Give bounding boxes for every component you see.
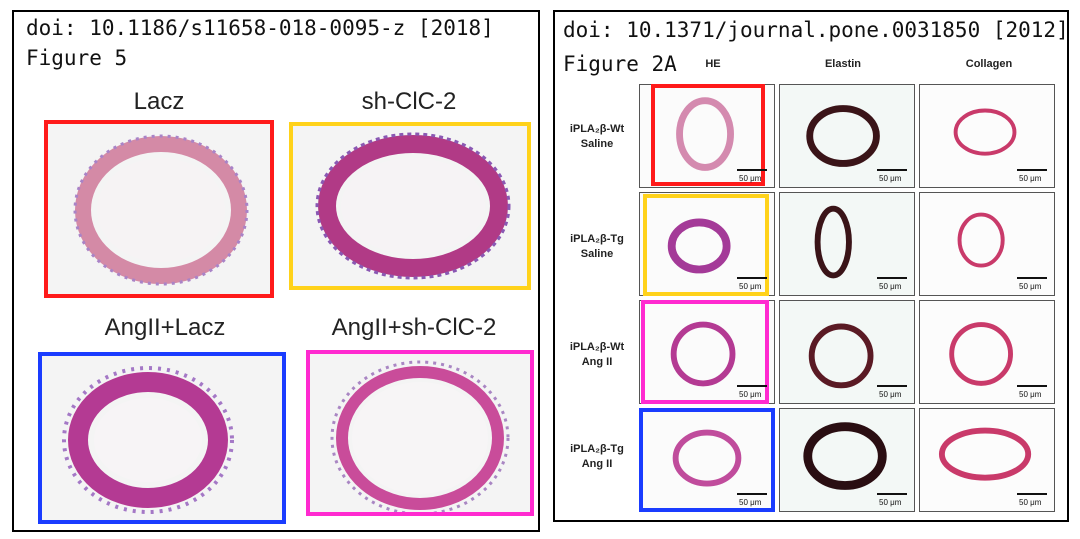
micrograph-elastin-row3 [779, 300, 915, 404]
scale-bar-label: 50 μm [877, 169, 907, 183]
scale-bar-line [737, 493, 767, 495]
micrograph-lacz [46, 122, 272, 296]
row-label-line2: Ang II [581, 356, 613, 368]
scale-bar-line [877, 169, 907, 171]
scale-bar-line [1017, 385, 1047, 387]
micrograph-angii-lacz [40, 354, 284, 522]
left-figure-label: Figure 5 [26, 46, 128, 70]
panel-label-angii-sh-clc-2: AngII+sh-ClC-2 [331, 314, 497, 341]
highlight-box-blue [38, 352, 286, 524]
micrograph-elastin-row1 [779, 84, 915, 188]
scale-bar-line [1017, 493, 1047, 495]
scale-bar-label: 50 μm [1017, 385, 1047, 399]
highlight-box-red [651, 84, 765, 186]
highlight-box-yellow [643, 194, 769, 296]
panel-label-angii-lacz: AngII+Lacz [104, 314, 226, 341]
row-label-wt-saline: iPLA₂β-Wt Saline [559, 122, 635, 152]
right-figure-label: Figure 2A [563, 52, 677, 76]
highlight-box-blue [639, 408, 775, 512]
highlight-box-yellow [289, 122, 531, 290]
micrograph-elastin-row4 [779, 408, 915, 512]
scale-bar-label: 50 μm [1017, 169, 1047, 183]
row-label-line2: Ang II [581, 458, 613, 470]
right-figure-panel: doi: 10.1371/journal.pone.0031850 [2012]… [553, 10, 1069, 522]
scale-bar-line [877, 277, 907, 279]
row-label-wt-angii: iPLA₂β-Wt Ang II [559, 340, 635, 370]
micrograph-he-row1 [639, 84, 775, 188]
row-label-tg-angii: iPLA₂β-Tg Ang II [559, 442, 635, 472]
scale-bar-line [877, 493, 907, 495]
micrograph-sh-clc-2 [291, 124, 529, 288]
panel-label-lacz: Lacz [133, 88, 185, 115]
left-doi: doi: 10.1186/s11658-018-0095-z [2018] [26, 16, 494, 40]
scale-bar-label: 50 μm [737, 277, 767, 291]
scale-bar-label: 50 μm [1017, 493, 1047, 507]
micrograph-collagen-row2 [919, 192, 1055, 296]
scale-bar-label: 50 μm [877, 385, 907, 399]
micrograph-collagen-row4 [919, 408, 1055, 512]
column-title-he: HE [705, 58, 721, 70]
micrograph-elastin-row2 [779, 192, 915, 296]
micrograph-angii-sh-clc-2 [308, 352, 532, 514]
highlight-box-magenta [306, 350, 534, 516]
scale-bar-label: 50 μm [737, 385, 767, 399]
scale-bar-line [737, 169, 767, 171]
row-label-line1: iPLA₂β-Tg [570, 443, 624, 455]
column-title-collagen: Collagen [965, 58, 1013, 70]
scale-bar-label: 50 μm [877, 277, 907, 291]
highlight-box-magenta [641, 300, 769, 404]
row-label-line1: iPLA₂β-Tg [570, 233, 624, 245]
scale-bar-line [877, 385, 907, 387]
scale-bar-label: 50 μm [877, 493, 907, 507]
panel-label-sh-clc-2: sh-ClC-2 [361, 88, 457, 115]
micrograph-collagen-row1 [919, 84, 1055, 188]
row-label-line2: Saline [580, 138, 614, 150]
row-label-line1: iPLA₂β-Wt [569, 341, 625, 353]
micrograph-he-row2 [639, 192, 775, 296]
micrograph-collagen-row3 [919, 300, 1055, 404]
scale-bar-label: 50 μm [737, 169, 767, 183]
scale-bar-line [1017, 277, 1047, 279]
scale-bar-line [737, 277, 767, 279]
right-doi: doi: 10.1371/journal.pone.0031850 [2012] [563, 18, 1069, 42]
row-label-tg-saline: iPLA₂β-Tg Saline [559, 232, 635, 262]
row-label-line1: iPLA₂β-Wt [569, 123, 625, 135]
highlight-box-red [44, 120, 274, 298]
column-title-elastin: Elastin [824, 58, 862, 70]
scale-bar-label: 50 μm [1017, 277, 1047, 291]
scale-bar-line [1017, 169, 1047, 171]
left-figure-panel: doi: 10.1186/s11658-018-0095-z [2018] Fi… [12, 10, 540, 532]
row-label-line2: Saline [580, 248, 614, 260]
scale-bar-label: 50 μm [737, 493, 767, 507]
scale-bar-line [737, 385, 767, 387]
